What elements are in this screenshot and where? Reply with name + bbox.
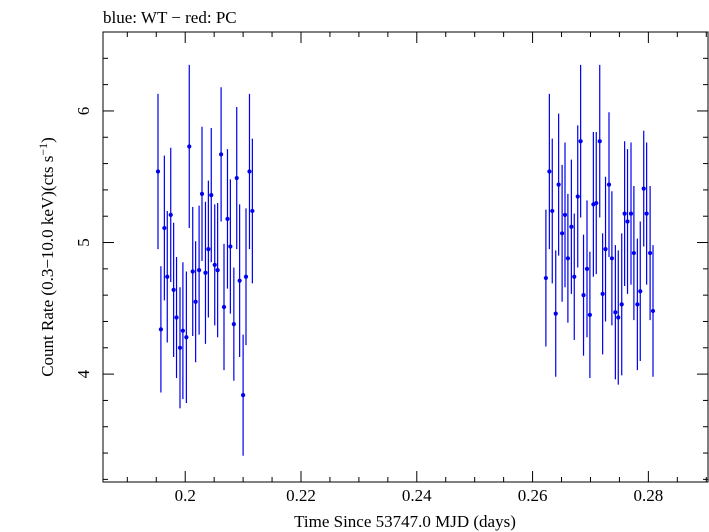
data-point [578,139,583,144]
plot-frame [102,31,709,483]
data-point [219,152,224,157]
y-axis-label-exponent: −1 [36,143,50,156]
data-point [628,211,634,216]
data-point [584,266,590,271]
data-point [199,191,205,196]
data-point [162,225,167,231]
chart-title: blue: WT − red: PC [103,8,237,27]
data-point [638,289,643,294]
data-point [616,315,621,320]
data-point [187,144,192,149]
data-point [594,200,599,206]
data-point [177,345,183,350]
axis-ticks: 0.2 0.22 0.24 0.26 0.28 4 5 6 [74,31,708,505]
x-axis-label: Time Since 53747.0 MJD (days) [294,512,516,531]
data-point [641,186,646,191]
data-point [234,175,239,181]
data-point [174,315,179,320]
data-point [206,247,211,252]
data-point [155,169,161,174]
data-point [215,268,220,273]
data-point [231,322,236,327]
data-point [547,169,552,174]
data-point [650,308,656,314]
data-point [247,169,252,174]
data-point [180,328,185,333]
data-point [165,274,170,279]
y-tick-label: 5 [74,238,93,247]
data-point [635,302,640,307]
data-point [581,293,586,298]
data-point [209,193,214,198]
data-point [212,262,217,267]
data-point [250,208,255,214]
data-point [237,278,242,283]
data-point [228,244,233,249]
data-point [556,182,561,187]
data-point [241,393,246,398]
data-point [560,231,565,236]
data-point [562,212,568,217]
data-point [203,270,208,275]
data-point [553,311,558,316]
data-point [168,212,173,217]
data-point [606,182,612,187]
data-point [171,287,176,292]
data-point [648,250,653,256]
data-point [625,219,630,224]
y-axis-label: Count Rate (0.3−10.0 keV)(cts s−1) [36,137,57,377]
x-tick-label: 0.28 [633,486,663,505]
data-point [597,139,602,144]
data-series [155,64,656,456]
x-tick-label: 0.22 [286,486,316,505]
data-point [622,211,627,216]
y-tick-label: 6 [74,107,93,116]
y-axis-label-end: ) [38,137,57,143]
data-point [197,268,202,273]
data-point [600,291,605,296]
data-point [543,275,548,281]
y-axis-label-main: Count Rate (0.3−10.0 keV)(cts s [38,156,57,377]
x-tick-label: 0.24 [402,486,432,505]
data-point [644,211,649,216]
data-point [603,247,608,252]
data-point [587,312,592,317]
data-point [190,269,195,274]
data-point [619,302,624,307]
data-point [193,299,198,304]
y-tick-label: 4 [74,369,93,378]
data-point [565,256,570,261]
data-point [569,224,574,229]
x-tick-label: 0.26 [518,486,548,505]
data-point [613,310,618,315]
data-point [631,250,636,256]
x-tick-label: 0.2 [175,486,196,505]
data-point [243,274,249,279]
data-point [550,208,555,214]
data-point [225,216,230,221]
data-point [184,335,189,340]
data-point [575,194,580,199]
data-point [158,327,163,332]
data-point [221,304,227,310]
data-point [609,256,614,261]
data-point [572,274,577,279]
